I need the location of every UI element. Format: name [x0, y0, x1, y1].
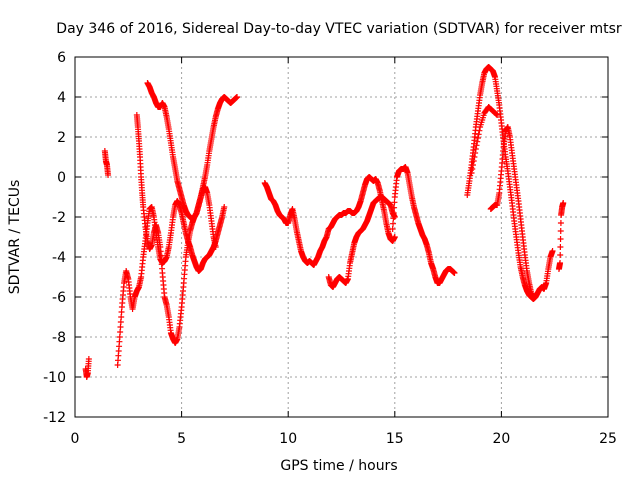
data-point — [221, 204, 228, 210]
data-point — [391, 204, 398, 211]
data-point — [560, 200, 567, 206]
data-point — [474, 138, 481, 145]
data-point — [471, 154, 478, 160]
data-point — [85, 356, 92, 362]
series-arc-e — [144, 80, 219, 250]
series-arc-b — [101, 148, 112, 178]
data-point — [469, 162, 476, 168]
data-point — [451, 270, 458, 276]
data-point — [105, 172, 112, 178]
data-point — [493, 111, 500, 118]
data-point — [389, 226, 396, 232]
series-arc-g — [325, 194, 398, 290]
y-tick-label: -4 — [52, 250, 66, 266]
data-point — [212, 244, 219, 250]
x-tick-label: 25 — [599, 431, 617, 447]
data-point — [474, 135, 481, 141]
plot-frame — [74, 56, 609, 418]
series-arc-f — [261, 174, 398, 268]
data-point — [557, 236, 564, 242]
data-point — [494, 112, 501, 118]
x-tick-label: 0 — [71, 431, 80, 447]
x-tick-label: 20 — [492, 431, 510, 447]
data-point — [391, 199, 398, 206]
data-point — [475, 131, 482, 138]
chart-title: Day 346 of 2016, Sidereal Day-to-day VTE… — [56, 21, 622, 37]
series-arc-c — [114, 198, 228, 368]
data-point — [557, 228, 564, 234]
series-arc-k — [468, 104, 501, 176]
series-arc-h — [389, 164, 458, 286]
data-point — [234, 94, 241, 100]
x-tick-label: 10 — [279, 431, 297, 447]
data-point — [549, 248, 556, 254]
series-arc-j — [487, 124, 537, 300]
y-tick-label: -6 — [52, 290, 66, 306]
data-point — [472, 146, 479, 152]
data-point — [472, 150, 479, 156]
data-point — [557, 252, 564, 258]
series-arc-i — [464, 64, 556, 302]
y-tick-label: 2 — [57, 130, 66, 146]
data-point — [390, 210, 397, 216]
y-tick-label: 4 — [57, 90, 66, 106]
series-arc-l — [555, 200, 567, 272]
data-point — [469, 166, 476, 172]
y-tick-label: -12 — [43, 410, 66, 426]
data-point — [391, 234, 398, 240]
y-tick-label: -2 — [52, 210, 66, 226]
y-axis-label: SDTVAR / TECUs — [7, 180, 23, 295]
data-points — [82, 64, 567, 380]
data-point — [470, 158, 477, 164]
series-arc-a — [82, 356, 92, 380]
data-point — [473, 142, 480, 149]
y-tick-label: -8 — [52, 330, 66, 346]
data-point — [557, 220, 564, 226]
data-point — [476, 127, 483, 134]
data-point — [530, 294, 537, 300]
tick-labels: 0 5 10 15 20 25 -12 -10 -8 -6 -4 -2 0 2 4 6 — [43, 50, 617, 447]
y-tick-label: 0 — [57, 170, 66, 186]
data-point — [557, 260, 564, 266]
data-point — [390, 220, 397, 227]
data-point — [390, 215, 397, 222]
y-tick-label: 6 — [57, 50, 66, 66]
x-tick-label: 15 — [386, 431, 404, 447]
x-axis-label: GPS time / hours — [280, 458, 397, 474]
x-tick-label: 5 — [177, 431, 186, 447]
y-tick-label: -10 — [43, 370, 66, 386]
data-point — [557, 244, 564, 250]
data-point — [468, 170, 475, 176]
